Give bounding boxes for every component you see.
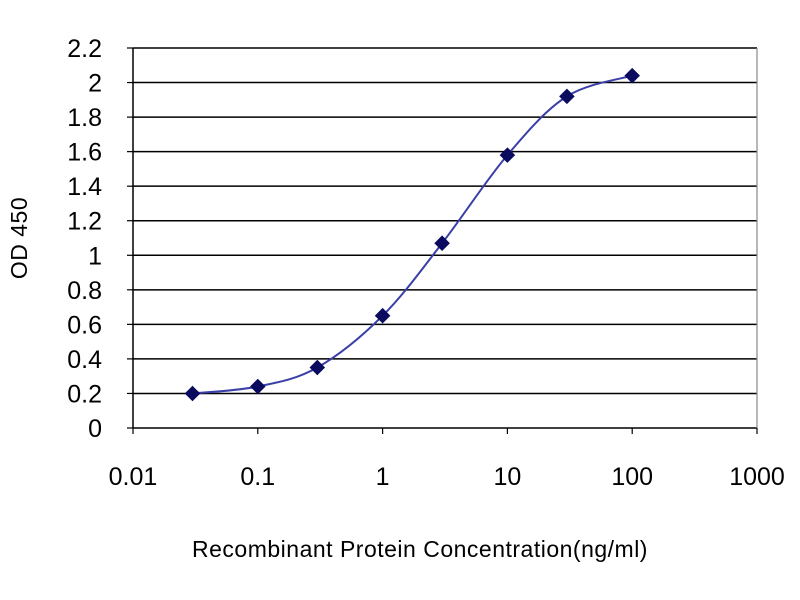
x-tick-label: 0.01 [109, 463, 158, 491]
series-line [192, 74, 633, 395]
y-axis-title: OD 450 [6, 197, 32, 279]
y-tick-label: 0.8 [67, 277, 102, 305]
y-tick-label: 1.8 [67, 104, 102, 132]
x-tick-label: 1 [376, 463, 390, 491]
y-tick-label: 0.2 [67, 380, 102, 408]
x-tick-label: 1000 [729, 463, 785, 491]
y-tick-label: 1.2 [67, 208, 102, 236]
x-axis-title: Recombinant Protein Concentration(ng/ml) [192, 536, 648, 562]
x-tick-label: 0.1 [240, 463, 275, 491]
gridlines [133, 47, 757, 395]
y-tick-label: 2.2 [67, 35, 102, 63]
y-tick-label: 0.4 [67, 346, 102, 374]
x-tick-label: 10 [493, 463, 521, 491]
y-tick-label: 1.4 [67, 173, 102, 201]
y-tick-labels: 0 0.2 0.4 0.6 0.8 1 1.2 1.4 1.6 1.8 2 2.2 [67, 35, 102, 443]
x-tick-labels: 0.01 0.1 1 10 100 1000 [109, 463, 785, 491]
y-tick-label: 1.6 [67, 139, 102, 167]
y-tick-label: 1 [88, 242, 102, 270]
y-tick-label: 0 [88, 415, 102, 443]
axes [127, 47, 758, 434]
x-tick-label: 100 [611, 463, 653, 491]
y-tick-label: 0.6 [67, 311, 102, 339]
y-tick-label: 2 [88, 70, 102, 98]
